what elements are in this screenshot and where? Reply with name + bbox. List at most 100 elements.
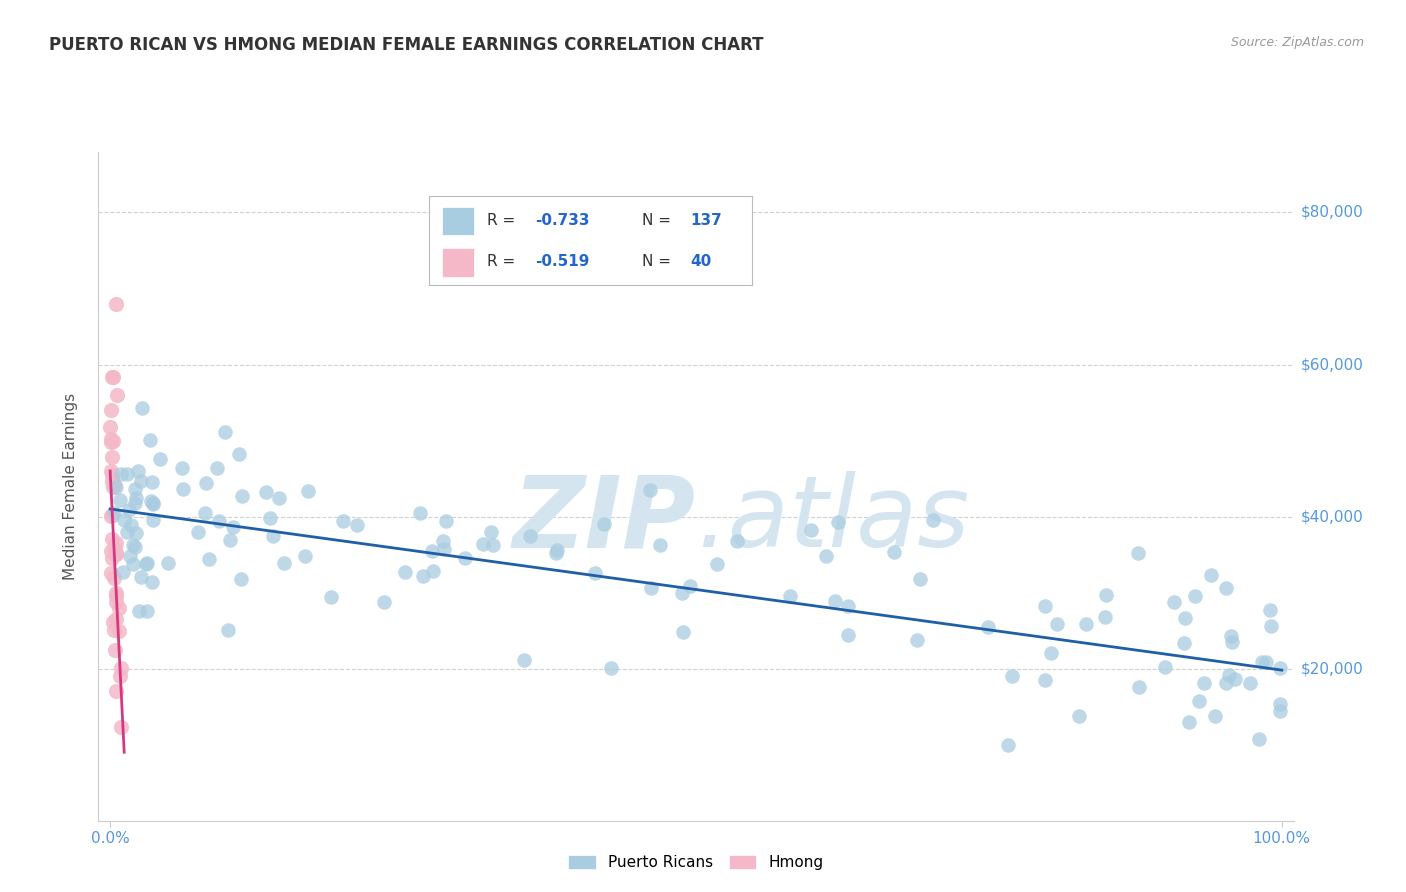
Point: [1067, 708, 1090, 723]
Point: [671, 585, 693, 599]
Point: [454, 550, 477, 565]
Point: [997, 738, 1019, 752]
Point: [1126, 546, 1149, 560]
Point: [129, 570, 152, 584]
Point: [207, 460, 229, 475]
Point: [800, 523, 823, 537]
Point: [127, 464, 149, 478]
Point: [412, 569, 434, 583]
Point: [105, 547, 128, 561]
Point: [422, 564, 444, 578]
Point: [118, 502, 141, 516]
Point: [104, 590, 127, 604]
Point: [583, 566, 606, 580]
Text: R =: R =: [486, 254, 520, 268]
Point: [1174, 610, 1197, 624]
Point: [394, 565, 416, 579]
Point: [221, 519, 243, 533]
Point: [1194, 675, 1216, 690]
Point: [908, 572, 931, 586]
Point: [105, 684, 128, 698]
Point: [905, 633, 928, 648]
Point: [131, 401, 153, 415]
Point: [129, 474, 152, 488]
Point: [108, 624, 131, 639]
Point: [110, 467, 132, 481]
Point: [139, 494, 162, 508]
Text: $20,000: $20,000: [1301, 661, 1364, 676]
Point: [814, 549, 837, 563]
Point: [1219, 630, 1241, 644]
Point: [1260, 619, 1282, 633]
Point: [141, 574, 163, 589]
Point: [103, 478, 125, 492]
Point: [229, 572, 252, 586]
Point: [259, 511, 281, 525]
Point: [104, 536, 127, 550]
Point: [1188, 694, 1211, 708]
Text: N =: N =: [643, 254, 676, 268]
Point: [135, 557, 157, 571]
Point: [101, 369, 124, 384]
Point: [110, 669, 132, 683]
Point: [472, 537, 495, 551]
Point: [101, 477, 124, 491]
Point: [110, 492, 132, 507]
Point: [124, 496, 146, 510]
Point: [117, 467, 139, 482]
Point: [824, 594, 846, 608]
Point: [640, 581, 662, 595]
Point: [194, 476, 217, 491]
Point: [1178, 714, 1201, 729]
Point: [409, 506, 432, 520]
Point: [217, 623, 239, 637]
Point: [546, 546, 568, 560]
Point: [432, 533, 454, 548]
Point: [187, 525, 209, 540]
Point: [124, 482, 146, 496]
Point: [101, 551, 124, 566]
Point: [112, 513, 135, 527]
Point: [1239, 676, 1261, 690]
Point: [156, 556, 179, 570]
Point: [101, 480, 124, 494]
Point: [101, 532, 124, 546]
Point: [1040, 647, 1063, 661]
Point: [1222, 635, 1244, 649]
Point: [142, 512, 165, 526]
Point: [977, 620, 1000, 634]
Point: [105, 388, 128, 402]
Point: [100, 450, 122, 464]
Point: [208, 515, 231, 529]
Point: [1094, 609, 1116, 624]
Text: $80,000: $80,000: [1301, 205, 1364, 220]
Point: [103, 623, 125, 637]
Y-axis label: Median Female Earnings: Median Female Earnings: [63, 392, 77, 580]
Point: [120, 549, 142, 563]
Point: [1035, 673, 1057, 687]
Point: [172, 483, 194, 497]
Point: [593, 517, 616, 532]
Point: [100, 509, 122, 524]
Point: [672, 624, 695, 639]
Point: [218, 533, 240, 547]
Text: -0.519: -0.519: [536, 254, 591, 268]
Point: [1199, 568, 1222, 582]
Point: [433, 542, 456, 557]
Point: [1173, 636, 1195, 650]
Point: [228, 447, 250, 461]
Point: [104, 296, 127, 310]
Point: [1128, 681, 1150, 695]
Point: [679, 579, 702, 593]
Point: [112, 565, 135, 579]
Point: [105, 595, 128, 609]
Point: [1254, 655, 1277, 669]
Point: [837, 628, 859, 642]
Point: [1033, 599, 1056, 613]
Point: [779, 590, 801, 604]
Point: [231, 489, 253, 503]
Point: [214, 425, 236, 439]
Point: [648, 538, 671, 552]
Point: [100, 464, 122, 478]
Point: [883, 545, 905, 559]
